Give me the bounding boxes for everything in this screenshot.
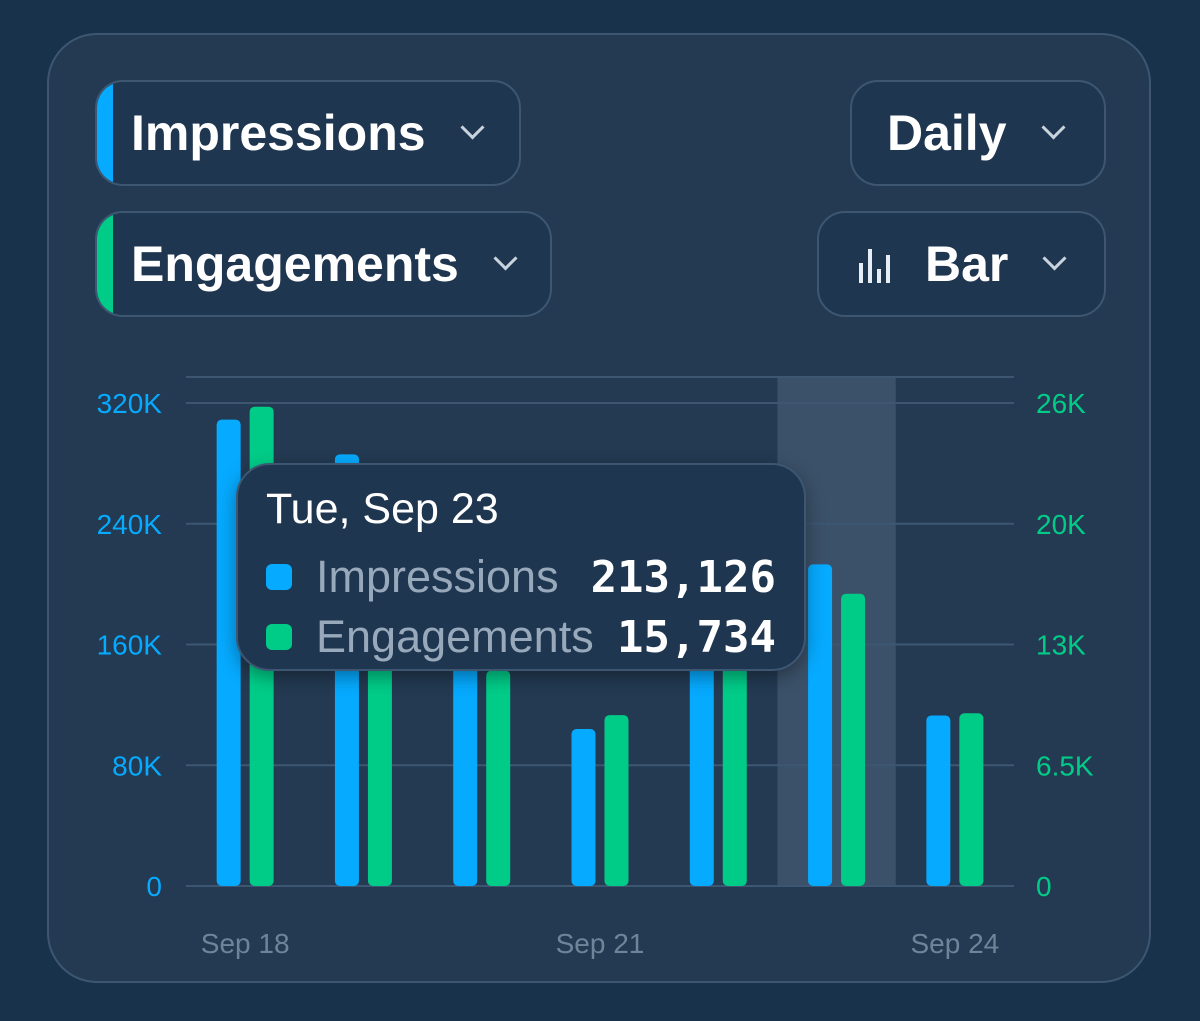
chart-tooltip: Tue, Sep 23 Impressions 213,126 Engageme… xyxy=(236,463,806,671)
x-tick-label: Sep 24 xyxy=(910,928,999,959)
bar-chart-icon xyxy=(859,245,895,283)
y-left-tick-label: 320K xyxy=(97,388,163,419)
metric1-color-accent xyxy=(97,82,113,184)
y-right-tick-label: 0 xyxy=(1036,871,1052,902)
tooltip-series-name: Engagements xyxy=(316,611,594,662)
metric1-dropdown[interactable]: Impressions xyxy=(95,80,521,186)
x-tick-label: Sep 21 xyxy=(556,928,645,959)
x-tick-label: Sep 18 xyxy=(201,928,290,959)
bar-impressions xyxy=(808,564,833,886)
bar-engagements xyxy=(486,670,511,886)
y-right-tick-label: 26K xyxy=(1036,388,1086,419)
bar-engagements xyxy=(604,715,629,886)
interval-dropdown[interactable]: Daily xyxy=(850,80,1106,186)
y-left-tick-label: 240K xyxy=(97,509,163,540)
bar-impressions xyxy=(926,715,951,886)
y-left-tick-label: 160K xyxy=(97,630,163,661)
tooltip-title: Tue, Sep 23 xyxy=(266,485,499,533)
y-right-tick-label: 6.5K xyxy=(1036,750,1094,781)
tooltip-series-value: 15,734 xyxy=(617,611,776,663)
y-left-tick-label: 0 xyxy=(146,871,162,902)
bar-engagements xyxy=(722,614,747,886)
y-right-tick-label: 20K xyxy=(1036,509,1086,540)
tooltip-row-engagements: Engagements 15,734 xyxy=(266,611,776,663)
bar-impressions xyxy=(216,419,241,886)
metric1-label: Impressions xyxy=(131,105,426,161)
metric2-label: Engagements xyxy=(131,236,459,292)
chart-type-dropdown[interactable]: Bar xyxy=(817,211,1106,317)
interval-label: Daily xyxy=(887,105,1007,161)
bar-engagements xyxy=(959,713,984,886)
tooltip-series-name: Impressions xyxy=(316,551,559,602)
y-left-tick-label: 80K xyxy=(112,750,162,781)
metric2-dropdown[interactable]: Engagements xyxy=(95,211,552,317)
y-right-tick-label: 13K xyxy=(1036,630,1086,661)
bar-engagements xyxy=(841,593,866,886)
chart-type-label: Bar xyxy=(925,236,1009,292)
engagements-swatch xyxy=(266,624,292,650)
metric2-color-accent xyxy=(97,213,113,315)
impressions-swatch xyxy=(266,564,292,590)
tooltip-series-value: 213,126 xyxy=(590,551,776,603)
tooltip-row-impressions: Impressions 213,126 xyxy=(266,551,776,603)
bar-impressions xyxy=(571,729,596,886)
